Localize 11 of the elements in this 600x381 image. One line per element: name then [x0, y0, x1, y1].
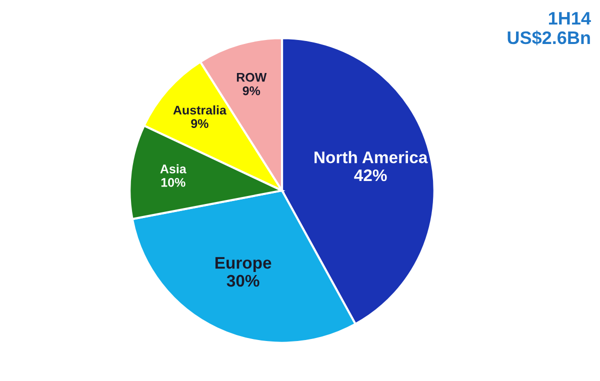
- slice-label: Australia: [173, 105, 227, 115]
- slice-label: Asia: [160, 164, 186, 174]
- data-label: 42%: [354, 169, 387, 182]
- data-label: 10%: [161, 178, 186, 187]
- slice-label: ROW: [236, 72, 267, 82]
- data-label: 9%: [242, 86, 260, 96]
- text: 1H14 US$2.6Bn: [508, 12, 591, 46]
- slice-label: North America: [314, 151, 428, 164]
- data-label: 30%: [226, 274, 260, 287]
- data-label: 9%: [191, 119, 208, 128]
- slice-label: Europe: [215, 257, 272, 272]
